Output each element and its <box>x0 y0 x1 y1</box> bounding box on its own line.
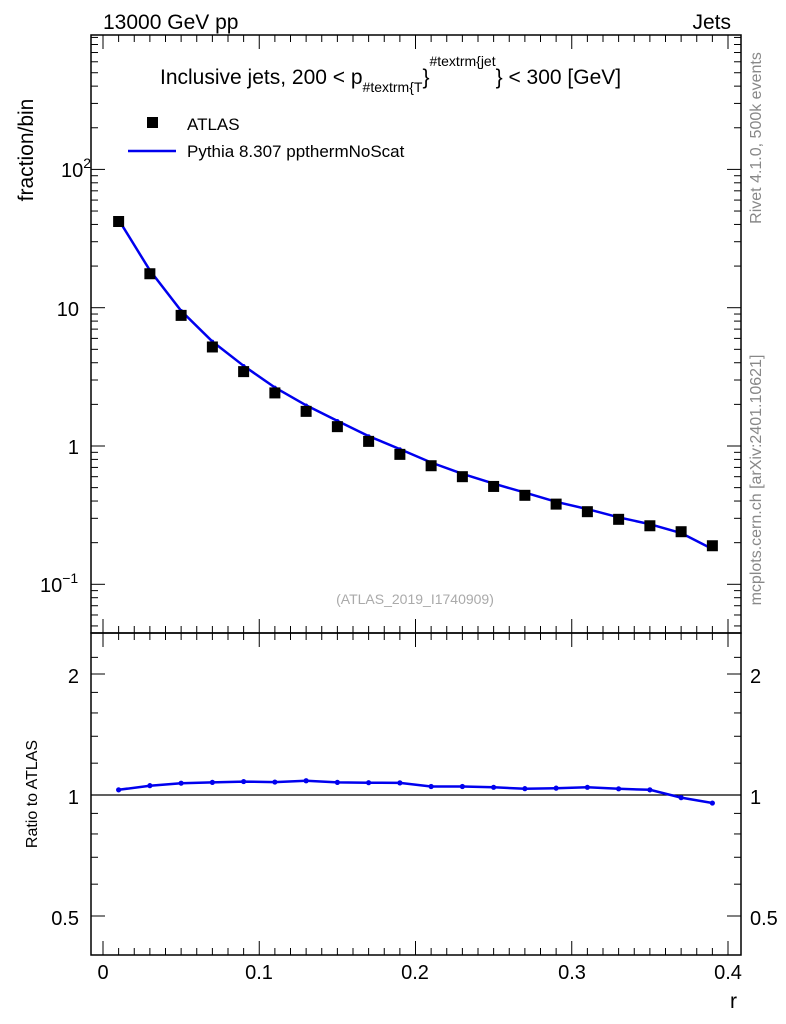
atlas-data-point <box>206 341 218 353</box>
pythia-ratio-point <box>553 785 559 791</box>
pythia-ratio-point <box>459 783 465 790</box>
rivet-version-label: Rivet 4.1.0, 500k events <box>748 52 765 224</box>
x-tick-label-0.3: 0.3 <box>558 962 586 984</box>
main-y-tick-label-1: 1 <box>68 437 79 459</box>
main-y-axis-ticks <box>91 36 741 627</box>
pythia-ratio-point <box>366 780 372 786</box>
atlas-data-point <box>144 268 156 280</box>
analysis-reference-label: (ATLAS_2019_I1740909) <box>336 591 494 607</box>
atlas-data-point <box>613 513 625 525</box>
ratio-y-tick-label-1-left: 1 <box>68 787 79 809</box>
header-energy-label: 13000 GeV pp <box>103 11 238 34</box>
x-axis-ticks <box>102 35 729 955</box>
pythia-ratio-point <box>584 784 590 790</box>
main-y-tick-label-100: 102 <box>61 155 91 182</box>
atlas-data-point <box>269 387 281 399</box>
ratio-y-tick-label-2-right: 2 <box>750 666 761 688</box>
pythia-ratio-point <box>116 787 122 793</box>
atlas-data-point <box>238 366 250 378</box>
pythia-ratio-point <box>147 783 153 789</box>
main-y-tick-label-0.1: 10−1 <box>40 570 78 597</box>
atlas-data-point <box>363 435 375 447</box>
pythia-ratio-point <box>303 778 309 784</box>
x-tick-label-0.4: 0.4 <box>714 962 742 984</box>
pythia-ratio-point <box>678 795 684 801</box>
atlas-data-point <box>456 471 468 483</box>
pythia-ratio-point <box>178 780 184 786</box>
pythia-ratio-point <box>209 779 215 785</box>
ratio-y-tick-label-1-right: 1 <box>750 787 761 809</box>
pythia-ratio-point <box>522 786 528 792</box>
pythia-ratio-point <box>616 786 622 792</box>
atlas-data-point <box>581 506 593 518</box>
pythia-ratio-point <box>334 779 340 785</box>
x-axis-title: r <box>730 990 737 1013</box>
pythia-ratio-point <box>241 778 247 785</box>
atlas-data-point <box>175 309 187 321</box>
atlas-data-point <box>425 460 437 472</box>
atlas-data-point <box>300 405 312 417</box>
atlas-data-point <box>675 526 687 538</box>
pythia-ratio-point <box>647 787 653 793</box>
pythia-ratio-point <box>397 780 403 786</box>
atlas-data-point <box>550 498 562 510</box>
atlas-data-points <box>113 216 718 552</box>
header-category-label: Jets <box>692 11 731 34</box>
x-tick-label-0.1: 0.1 <box>245 962 273 984</box>
ratio-y-tick-label-0.5-right: 0.5 <box>750 908 778 930</box>
atlas-data-point <box>488 480 500 492</box>
legend-atlas-marker <box>147 117 158 128</box>
main-y-tick-label-10: 10 <box>57 299 79 321</box>
atlas-data-point <box>706 540 718 552</box>
x-tick-label-0.2: 0.2 <box>401 962 429 984</box>
ratio-plot-frame <box>90 632 742 956</box>
main-plot-title: Inclusive jets, 200 < p#textrm{T}#textrm… <box>160 53 621 95</box>
atlas-data-point <box>644 520 656 532</box>
pythia-ratio-points <box>116 778 715 806</box>
ratio-y-tick-label-0.5-left: 0.5 <box>51 908 79 930</box>
pythia-ratio-point <box>272 779 278 785</box>
pythia-ratio-point <box>428 783 434 790</box>
x-tick-label-0: 0 <box>97 962 108 984</box>
pythia-ratio-point <box>491 784 497 790</box>
ratio-y-tick-label-2-left: 2 <box>68 666 79 688</box>
mcplots-source-label: mcplots.cern.ch [arXiv:2401.10621] <box>748 355 765 606</box>
ratio-y-axis-title: Ratio to ATLAS <box>24 740 41 848</box>
pythia-ratio-line <box>118 779 713 805</box>
atlas-data-point <box>113 216 125 228</box>
atlas-data-point <box>394 448 406 460</box>
atlas-data-point <box>519 489 531 501</box>
pythia-main-line <box>117 219 713 551</box>
pythia-main-points <box>116 217 715 551</box>
legend-pythia-label: Pythia 8.307 ppthermNoScat <box>187 142 405 161</box>
ratio-y-axis-ticks <box>91 656 741 917</box>
main-y-axis-title: fraction/bin <box>15 99 38 202</box>
pythia-ratio-point <box>709 800 715 806</box>
atlas-data-point <box>331 421 343 433</box>
legend-atlas-label: ATLAS <box>187 115 240 134</box>
